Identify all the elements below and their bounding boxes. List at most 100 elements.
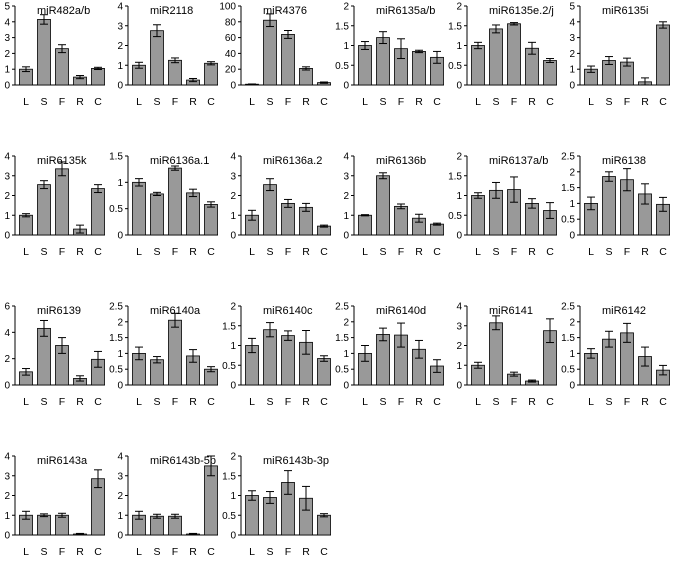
y-tick-label: 0.5 — [109, 204, 123, 215]
chart-title: miR6137a/b — [489, 155, 548, 167]
chart-panel: miR6136b 0 1 2 3 4 L S F R C — [343, 152, 444, 258]
chart-panel: miR6143b-3p 0 0.5 1 1.5 2 L S F R C — [222, 452, 331, 558]
chart-panel: miR6140d 0 0.5 1 1.5 2 2.5 L S F R C — [335, 302, 444, 408]
category-label: C — [94, 546, 102, 558]
category-label: F — [624, 396, 630, 408]
y-tick-label: 0 — [117, 231, 123, 242]
category-label: L — [136, 396, 142, 408]
y-tick-label: 4 — [4, 17, 10, 28]
y-tick-label: 3 — [4, 171, 10, 182]
y-tick-label: 2.5 — [561, 152, 575, 163]
category-label: C — [320, 96, 328, 108]
chart-panel: miR6143a 0 1 2 3 4 L S F R C — [4, 452, 105, 558]
category-label: S — [40, 96, 47, 108]
chart-panel: miR6138 0 0.5 1 1.5 2 2.5 L S F R C — [561, 152, 670, 258]
y-tick-label: 1 — [343, 349, 349, 360]
bar — [489, 28, 503, 86]
chart-title: miR6140a — [150, 305, 201, 317]
y-tick-label: 0.5 — [109, 365, 123, 376]
y-tick-label: 1.5 — [109, 333, 123, 344]
category-label: F — [59, 546, 65, 558]
category-label: L — [23, 96, 29, 108]
chart-title: miR6143b-3p — [263, 455, 329, 467]
bar — [55, 514, 69, 536]
y-tick-label: 0.5 — [448, 61, 462, 72]
category-label: S — [605, 96, 612, 108]
category-label: S — [266, 396, 273, 408]
chart-panel: miR6135e.2/j 0 0.5 1 1.5 2 L S F R C — [448, 2, 557, 108]
category-label: L — [136, 546, 142, 558]
category-label: S — [492, 396, 499, 408]
category-label: F — [398, 396, 404, 408]
bar — [150, 515, 164, 536]
y-tick-label: 1 — [230, 341, 236, 352]
y-tick-label: 2.5 — [561, 302, 575, 313]
category-label: C — [320, 546, 328, 558]
y-tick-label: 2 — [343, 2, 349, 13]
chart-title: miR482a/b — [37, 5, 90, 17]
category-label: F — [285, 246, 291, 258]
category-label: F — [172, 546, 178, 558]
bar — [168, 167, 182, 236]
category-label: L — [136, 96, 142, 108]
y-tick-label: 2 — [4, 49, 10, 60]
bar — [394, 205, 408, 236]
bar — [358, 214, 372, 236]
y-tick-label: 0 — [569, 381, 575, 392]
y-tick-label: 0 — [4, 231, 10, 242]
category-label: R — [528, 96, 536, 108]
category-label: F — [172, 246, 178, 258]
y-tick-label: 6 — [4, 302, 10, 313]
category-label: S — [266, 96, 273, 108]
category-label: L — [475, 396, 481, 408]
y-tick-label: 3 — [4, 471, 10, 482]
category-label: L — [362, 396, 368, 408]
y-tick-label: 1 — [456, 191, 462, 202]
y-tick-label: 1.5 — [222, 321, 236, 332]
y-tick-label: 1 — [230, 211, 236, 222]
category-label: S — [605, 246, 612, 258]
bar — [489, 322, 503, 386]
y-tick-label: 40 — [225, 49, 237, 60]
category-label: F — [59, 96, 65, 108]
y-tick-label: 2 — [230, 191, 236, 202]
y-tick-label: 2 — [117, 491, 123, 502]
y-tick-label: 0 — [4, 81, 10, 92]
y-tick-label: 2 — [343, 191, 349, 202]
chart-panel: miR6140a 0 0.5 1 1.5 2 2.5 L S F R C — [109, 302, 218, 408]
category-label: S — [605, 396, 612, 408]
y-tick-label: 1 — [569, 349, 575, 360]
category-label: C — [207, 546, 215, 558]
bar — [245, 495, 259, 536]
y-tick-label: 1 — [4, 211, 10, 222]
bar — [281, 34, 295, 86]
category-label: R — [302, 396, 310, 408]
chart-panel: miR4376 0 20 40 60 80 100 L S F R C — [219, 2, 331, 108]
category-label: C — [659, 396, 667, 408]
bar — [543, 60, 557, 86]
y-tick-label: 2 — [456, 152, 462, 163]
y-tick-label: 2 — [230, 302, 236, 313]
y-tick-label: 2 — [569, 317, 575, 328]
category-label: F — [398, 246, 404, 258]
y-tick-label: 1 — [456, 41, 462, 52]
bar — [132, 181, 146, 236]
y-tick-label: 4 — [4, 452, 10, 463]
category-label: S — [153, 396, 160, 408]
bar — [471, 195, 485, 236]
category-label: L — [362, 246, 368, 258]
category-label: L — [475, 96, 481, 108]
bar — [91, 188, 105, 236]
y-tick-label: 1 — [456, 361, 462, 372]
y-tick-label: 3 — [456, 321, 462, 332]
chart-panel: miR482a/b 0 1 2 3 4 5 L S F R C — [4, 2, 105, 108]
category-label: R — [415, 246, 423, 258]
category-label: S — [40, 546, 47, 558]
bar — [430, 223, 444, 236]
category-label: C — [659, 96, 667, 108]
chart-title: miR6136a.1 — [150, 155, 209, 167]
bar — [412, 51, 426, 86]
y-tick-label: 1.5 — [448, 21, 462, 32]
y-tick-label: 4 — [117, 2, 123, 13]
y-tick-label: 4 — [117, 452, 123, 463]
